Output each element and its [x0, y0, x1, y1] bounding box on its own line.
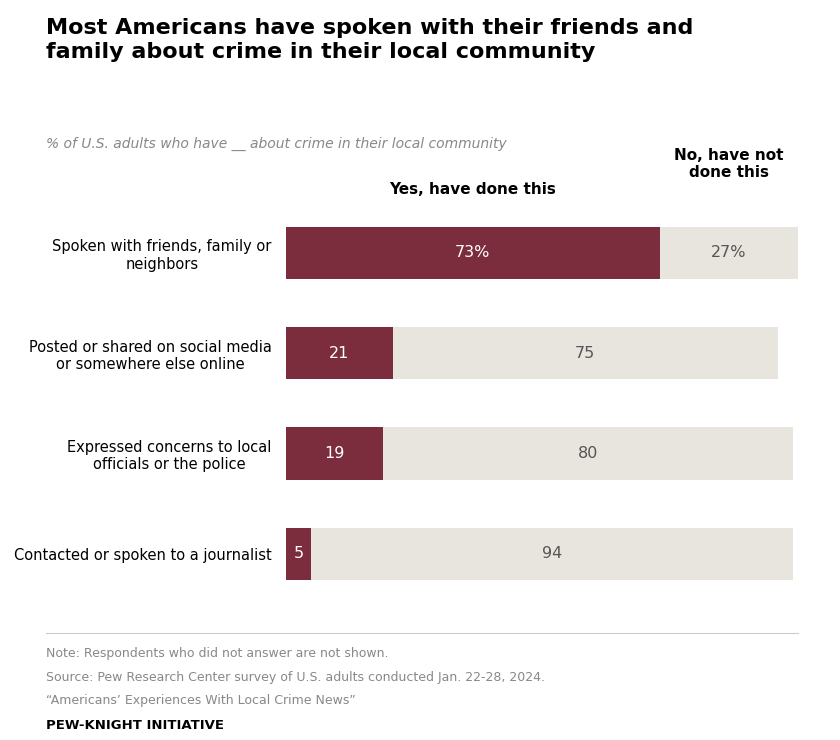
- Bar: [286, 327, 393, 379]
- Text: % of U.S. adults who have __ about crime in their local community: % of U.S. adults who have __ about crime…: [46, 137, 507, 151]
- Bar: [286, 428, 793, 480]
- Text: Most Americans have spoken with their friends and
family about crime in their lo: Most Americans have spoken with their fr…: [46, 18, 694, 61]
- Text: 80: 80: [578, 446, 598, 461]
- Text: 21: 21: [329, 346, 349, 360]
- Text: Source: Pew Research Center survey of U.S. adults conducted Jan. 22-28, 2024.: Source: Pew Research Center survey of U.…: [46, 671, 545, 685]
- Bar: [286, 428, 383, 480]
- Text: 94: 94: [542, 546, 562, 562]
- Text: 5: 5: [293, 546, 303, 562]
- Text: 27%: 27%: [711, 245, 747, 260]
- Bar: [286, 528, 312, 580]
- Text: 75: 75: [575, 346, 596, 360]
- Bar: [286, 327, 778, 379]
- Text: 73%: 73%: [455, 245, 491, 260]
- Text: 19: 19: [324, 446, 344, 461]
- Text: “Americans’ Experiences With Local Crime News”: “Americans’ Experiences With Local Crime…: [46, 694, 356, 707]
- Bar: [286, 226, 798, 279]
- Text: Yes, have done this: Yes, have done this: [389, 183, 556, 198]
- Text: Note: Respondents who did not answer are not shown.: Note: Respondents who did not answer are…: [46, 648, 389, 661]
- Bar: [286, 528, 793, 580]
- Text: PEW-KNIGHT INITIATIVE: PEW-KNIGHT INITIATIVE: [46, 719, 224, 733]
- Text: No, have not
done this: No, have not done this: [674, 148, 784, 181]
- Bar: [286, 226, 659, 279]
